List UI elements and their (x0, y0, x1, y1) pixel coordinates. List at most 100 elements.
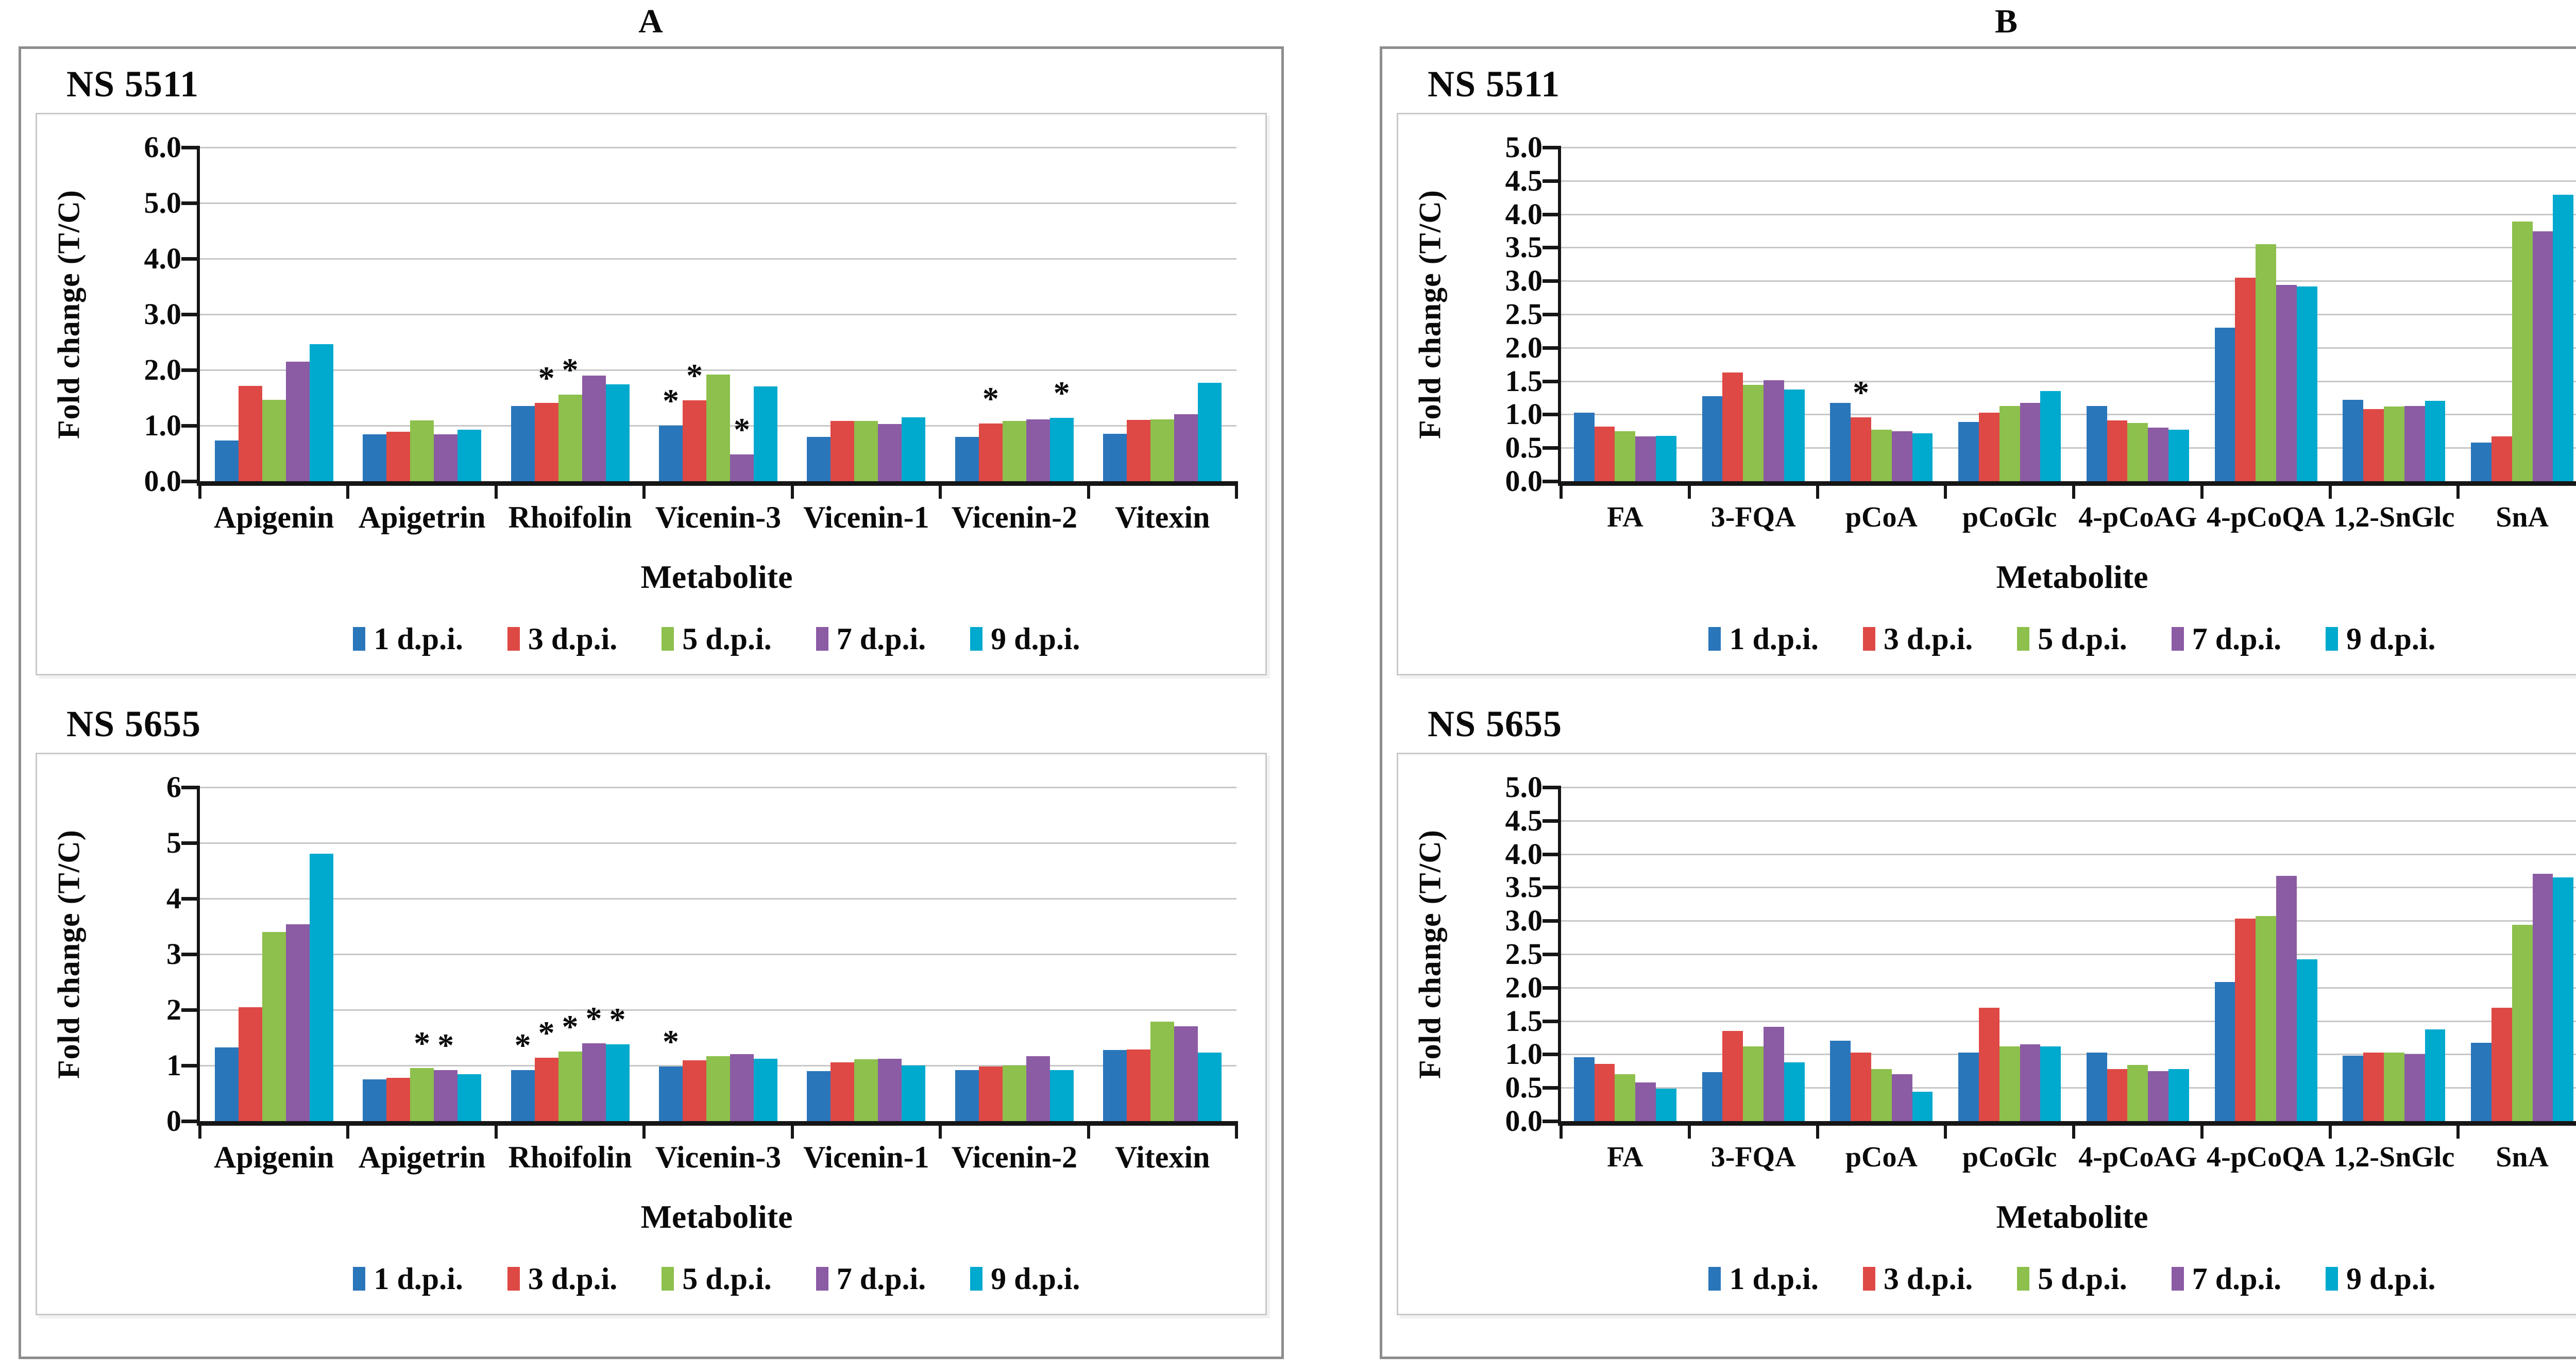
y-tick-mark (181, 786, 200, 789)
x-tick-mark (1235, 1121, 1238, 1139)
x-category-label: 4-pCoAG (2078, 1141, 2197, 1173)
bar-3-FQA-5 d.p.i. (1743, 1046, 1764, 1121)
x-tick-mark (642, 481, 646, 499)
bar-Vicenin-1-7 d.p.i. (878, 424, 902, 481)
chart-area: Fold change (T/C) 5.0 4.5 4.0 3.5 3.0 2.5 2.0 1.… (1397, 113, 2576, 675)
gridline (1561, 887, 2576, 889)
bar-Vitexin-5 d.p.i. (1150, 419, 1175, 481)
significance-asterisk: * (663, 382, 679, 419)
legend: 1 d.p.i. 3 d.p.i. 5 d.p.i. 7 d.p.i. 9 d.p.i. (1558, 1262, 2576, 1296)
bar-Rhoifolin-9 d.p.i.: * (605, 1003, 630, 1121)
legend-color-chip (1862, 627, 1875, 651)
y-tick-mark (181, 480, 200, 483)
legend-label: 7 d.p.i. (836, 1262, 926, 1296)
x-category-label: pCoA (1845, 1141, 1918, 1173)
panel-a-label: A (638, 3, 664, 40)
x-axis-title: Metabolite (640, 1198, 793, 1235)
y-tick-mark (181, 897, 200, 901)
chart-title: NS 5511 (66, 63, 199, 105)
bar-pCoGlc-9 d.p.i. (2040, 1046, 2061, 1121)
significance-asterisk: * (982, 380, 999, 417)
legend-label: 9 d.p.i. (2346, 1262, 2436, 1296)
y-tick-mark (1543, 919, 1561, 923)
legend-color-chip (507, 1267, 520, 1291)
x-category-label: Rhoifolin (508, 1140, 632, 1174)
x-category-label: 4-pCoQA (2207, 501, 2326, 533)
y-tick-mark (181, 1064, 200, 1068)
bar-groups: * * * * * * * * (200, 787, 1236, 1121)
y-tick-label: 4.0 (1505, 197, 1543, 231)
bar-Vitexin-3 d.p.i. (1127, 1049, 1151, 1121)
bar-group-Apigenin (200, 147, 348, 481)
bar-Vicenin-3-9 d.p.i. (753, 386, 777, 481)
bar-4-pCoAG-5 d.p.i. (2127, 423, 2148, 481)
x-category-row: Apigenin Apigetrin Rhoifolin Vicenin-3 Vicen… (200, 500, 1236, 534)
bar-SnA-1 d.p.i. (2471, 1043, 2492, 1121)
gridline (1561, 820, 2576, 822)
bar-Apigenin-5 d.p.i. (262, 400, 286, 481)
bar-SnA-1 d.p.i. (2471, 442, 2492, 481)
bar-Apigenin-3 d.p.i. (238, 1007, 262, 1121)
x-category-row: FA 3-FQA pCoA pCoGlc 4-pCoAG 4-pCoQA 1,2-SnGlc… (1561, 500, 2576, 534)
y-tick-label: 3.0 (1505, 904, 1543, 938)
gridline (1561, 787, 2576, 788)
x-category-label: SnA (2496, 1141, 2549, 1173)
y-tick-label: 1.0 (1505, 397, 1543, 431)
significance-asterisk: * (538, 1014, 555, 1051)
legend-color-chip (353, 1267, 366, 1291)
x-tick-mark (1816, 1121, 1819, 1139)
bar-group-pCoA (1818, 787, 1946, 1121)
x-tick-mark (346, 1121, 350, 1139)
y-tick-mark (1543, 1019, 1561, 1023)
bar-4-pCoQA-1 d.p.i. (2214, 982, 2235, 1121)
x-tick-mark (642, 1121, 646, 1139)
bar-group-Rhoifolin: * * * * * (496, 787, 644, 1121)
bar-Rhoifolin-1 d.p.i. (511, 406, 535, 481)
bar-4-pCoQA-3 d.p.i. (2235, 277, 2256, 481)
bar-group-4-pCoQA (2202, 787, 2330, 1121)
x-tick-mark (2072, 481, 2075, 499)
x-tick-mark (1560, 1121, 1563, 1139)
y-tick-mark (181, 953, 200, 956)
x-category-label: FA (1607, 501, 1643, 533)
bar-group-pCoGlc (1945, 147, 2074, 481)
x-axis-title: Metabolite (1996, 1198, 2148, 1235)
y-tick-label: 1.0 (144, 409, 182, 442)
bar-4-pCoQA-1 d.p.i. (2214, 327, 2235, 481)
x-tick-mark (2200, 1121, 2204, 1139)
x-category-row: FA 3-FQA pCoA pCoGlc 4-pCoAG 4-pCoQA 1,2-SnGlc… (1561, 1140, 2576, 1174)
bar-group-pCoA: * (1818, 147, 1946, 481)
gridline (1561, 1054, 2576, 1056)
legend-item: 1 d.p.i. (353, 622, 463, 656)
legend-color-chip (662, 1267, 674, 1291)
chart-title: NS 5655 (66, 703, 201, 744)
legend-label: 1 d.p.i. (374, 1262, 463, 1296)
bar-Apigetrin-7 d.p.i.: * (434, 1028, 458, 1121)
bar-3-FQA-9 d.p.i. (1784, 389, 1805, 481)
y-tick-mark (1543, 446, 1561, 450)
legend-color-chip (2171, 1267, 2184, 1291)
chart-section-3: NS 5511 Fold change (T/C) 5.0 4.5 4.0 3.5 3.0 2… (1396, 63, 2576, 675)
significance-asterisk: * (609, 1001, 626, 1038)
y-tick-mark (1543, 379, 1561, 383)
legend-item: 7 d.p.i. (2171, 622, 2281, 656)
gridline (200, 842, 1236, 844)
legend-item: 7 d.p.i. (2171, 1262, 2281, 1296)
bar-Apigetrin-5 d.p.i.: * (410, 1027, 434, 1121)
bar-Vicenin-2-7 d.p.i. (1026, 1056, 1050, 1121)
bar-Vicenin-3-7 d.p.i.: * (730, 413, 754, 481)
bar-Vicenin-1-5 d.p.i. (854, 421, 878, 481)
y-tick-label: 4 (166, 882, 181, 915)
y-tick-mark (1543, 1053, 1561, 1057)
legend-item: 1 d.p.i. (353, 1262, 463, 1296)
legend-item: 9 d.p.i. (2326, 622, 2436, 656)
bar-Vicenin-1-9 d.p.i. (902, 1065, 926, 1121)
gridline (1561, 347, 2576, 349)
y-tick-label: 4.0 (1505, 837, 1543, 871)
bar-1,2-SnGlc-7 d.p.i. (2404, 405, 2425, 481)
y-tick-mark (1543, 886, 1561, 890)
gridline (200, 314, 1236, 315)
x-tick-mark (790, 1121, 794, 1139)
y-tick-label: 2.5 (1505, 937, 1543, 971)
y-tick-label: 6 (166, 770, 181, 804)
